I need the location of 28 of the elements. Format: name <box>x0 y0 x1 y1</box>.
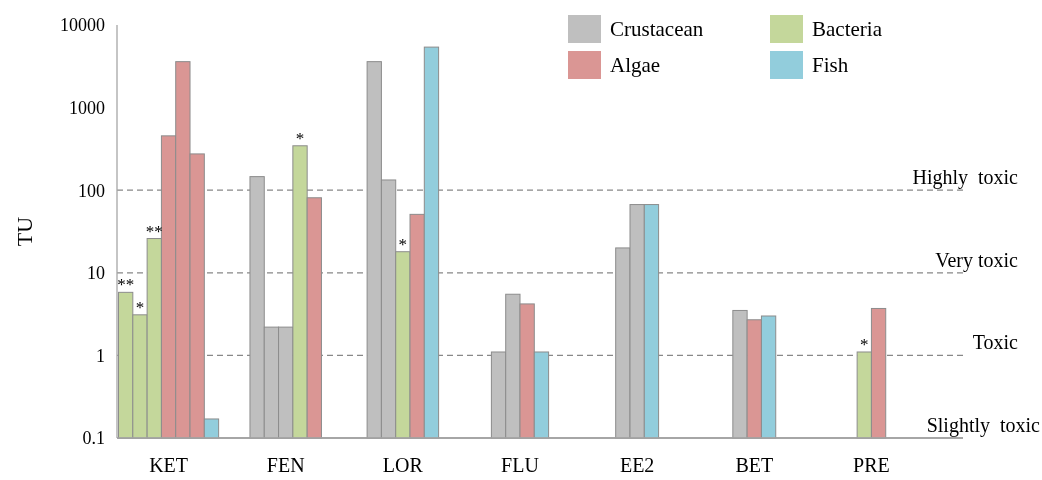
x-tick-label: LOR <box>382 454 424 476</box>
ref-line-label: Very toxic <box>935 248 1019 272</box>
legend-label: Fish <box>812 53 849 78</box>
x-tick-label: BET <box>735 454 774 476</box>
y-tick-label: 1000 <box>69 97 105 118</box>
y-tick-label: 0.1 <box>82 428 105 449</box>
data-label: * <box>860 334 869 354</box>
ref-line-label: Slightly toxic <box>926 414 1041 437</box>
y-tick-label: 10000 <box>60 15 105 36</box>
y-tick-label: 1 <box>96 345 105 366</box>
x-tick-label: FLU <box>501 454 540 476</box>
x-tick-label: KET <box>149 454 189 476</box>
ref-line-label: Toxic <box>972 331 1019 354</box>
data-label: ** <box>145 221 163 241</box>
data-label: * <box>398 234 408 254</box>
x-tick-label: EE2 <box>619 454 655 476</box>
data-label: ** <box>117 275 135 295</box>
y-tick-label: 10 <box>87 263 105 284</box>
y-tick-label: 100 <box>78 180 105 201</box>
data-label: * <box>135 297 145 317</box>
legend-label: Algae <box>610 53 661 78</box>
data-label: * <box>295 128 305 148</box>
ref-line-label: Highly toxic <box>912 166 1019 190</box>
x-tick-label: FEN <box>266 454 305 476</box>
legend-label: Crustacean <box>610 17 704 42</box>
x-tick-label: PRE <box>853 454 890 476</box>
legend-label: Bacteria <box>812 17 883 42</box>
y-axis-title: TU <box>12 216 37 247</box>
